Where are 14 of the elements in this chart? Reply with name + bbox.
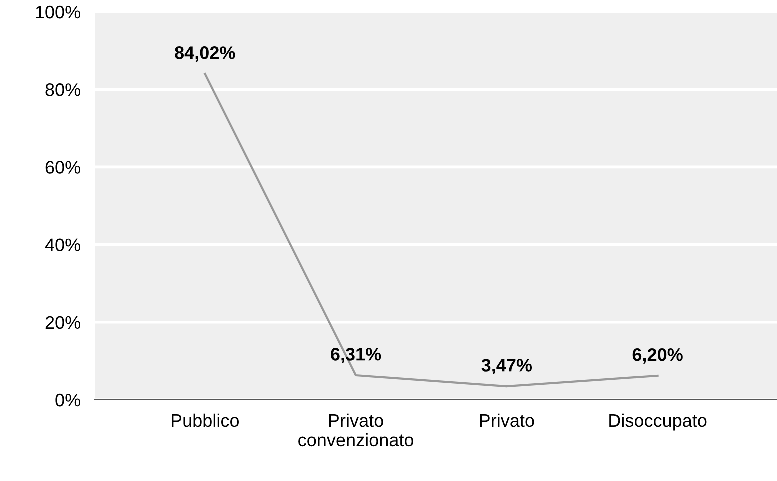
y-tick-label: 20% (46, 316, 80, 330)
y-tick-label: 40% (45, 238, 80, 252)
data-label: 3,47% (482, 359, 532, 374)
y-tick-label: 0% (56, 394, 80, 407)
x-tick-label: Privato (480, 414, 534, 428)
y-tick-label: 80% (46, 84, 80, 96)
data-label: 6,31% (331, 348, 382, 364)
x-tick-label: Privato convenzionato (298, 414, 414, 447)
data-label: 6,20% (632, 348, 683, 364)
y-tick-label: 60% (46, 161, 80, 174)
x-tick-label: Pubblico (172, 414, 240, 428)
x-tick-label: Disoccupato (610, 414, 707, 431)
data-label: 84,02% (175, 46, 236, 62)
y-tick-label: 100% (36, 6, 80, 19)
